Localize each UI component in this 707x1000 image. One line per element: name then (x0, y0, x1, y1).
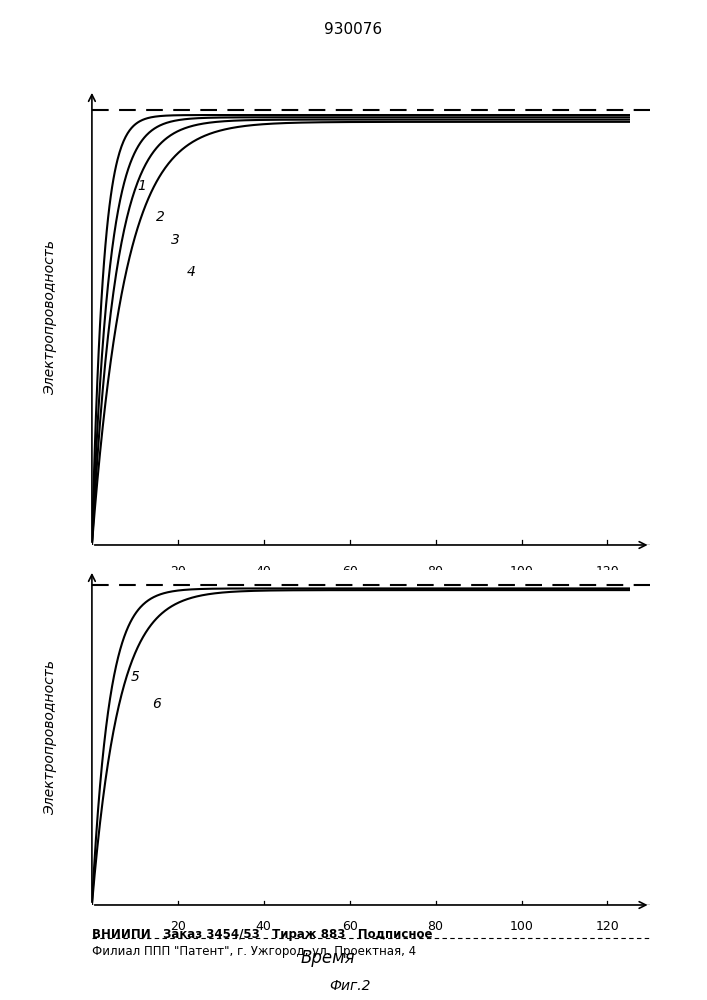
Text: 20: 20 (170, 565, 186, 578)
Text: 20: 20 (170, 920, 186, 933)
Text: 2: 2 (156, 210, 165, 224)
Text: 930076: 930076 (325, 22, 382, 37)
Text: Фиг.2: Фиг.2 (329, 979, 370, 993)
Text: 80: 80 (428, 920, 443, 933)
Text: 1: 1 (137, 179, 146, 193)
Text: Время: Время (301, 949, 356, 967)
Text: Филиал ППП "Патент", г. Ужгород, ул. Проектная, 4: Филиал ППП "Патент", г. Ужгород, ул. Про… (92, 945, 416, 958)
Text: 6: 6 (152, 697, 161, 711)
Text: 4: 4 (187, 265, 195, 279)
Text: 5: 5 (131, 670, 139, 684)
Text: 60: 60 (341, 565, 358, 578)
Text: 100: 100 (510, 565, 534, 578)
Text: Фиг.1: Фиг.1 (329, 645, 370, 659)
Text: Электропроводность: Электропроводность (43, 660, 57, 815)
Text: 3: 3 (171, 233, 180, 247)
Text: 40: 40 (256, 920, 271, 933)
Text: 40: 40 (256, 565, 271, 578)
Text: 120: 120 (595, 565, 619, 578)
Text: ВНИИПИ   Заказ 3454/53   Тираж 883   Подписное: ВНИИПИ Заказ 3454/53 Тираж 883 Подписное (92, 928, 433, 941)
Text: 100: 100 (510, 920, 534, 933)
Text: 80: 80 (428, 565, 443, 578)
Text: Время: Время (344, 604, 399, 622)
Text: 60: 60 (341, 920, 358, 933)
Text: 120: 120 (595, 920, 619, 933)
Text: Электропроводность: Электропроводность (43, 240, 57, 395)
